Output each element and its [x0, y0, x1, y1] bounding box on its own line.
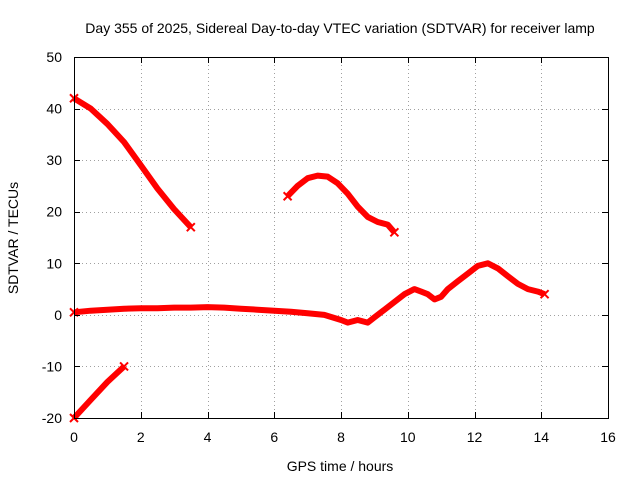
- x-tick-label: 6: [270, 429, 278, 445]
- x-tick-label: 4: [204, 429, 212, 445]
- series-segment-3: [73, 260, 546, 326]
- series-point-marker: [389, 227, 400, 238]
- y-tick-label: 50: [46, 49, 62, 65]
- data-series: [69, 93, 550, 423]
- x-tick-label: 2: [137, 429, 145, 445]
- y-axis-title: SDTVAR / TECUs: [5, 182, 21, 294]
- x-tick-label: 14: [533, 429, 549, 445]
- y-tick-label: -20: [42, 410, 62, 426]
- x-tick-label: 10: [400, 429, 416, 445]
- x-axis-title: GPS time / hours: [287, 458, 394, 474]
- axis-ticks: 0 2 4 6 8 10 12 14 16 -20 -10 0 10 20 30 40 50: [42, 49, 616, 445]
- x-tick-label: 8: [337, 429, 345, 445]
- series-segment-1: [72, 95, 194, 230]
- x-tick-label: 0: [70, 429, 78, 445]
- series-point-marker: [539, 289, 550, 299]
- y-tick-label: 40: [46, 101, 62, 117]
- series-point-marker: [282, 191, 293, 201]
- grid-lines: [74, 57, 608, 418]
- y-tick-label: 30: [46, 152, 62, 168]
- y-tick-label: 20: [46, 204, 62, 220]
- series-point-marker: [186, 222, 196, 232]
- y-tick-label: -10: [42, 358, 62, 374]
- x-tick-label: 12: [467, 429, 483, 445]
- chart-title: Day 355 of 2025, Sidereal Day-to-day VTE…: [85, 20, 595, 36]
- series-point-marker: [119, 361, 129, 372]
- series-segment-4: [71, 364, 127, 421]
- x-tick-label: 16: [600, 429, 616, 445]
- series-segment-2: [285, 172, 397, 235]
- y-tick-label: 10: [46, 255, 62, 271]
- y-tick-label: 0: [54, 307, 62, 323]
